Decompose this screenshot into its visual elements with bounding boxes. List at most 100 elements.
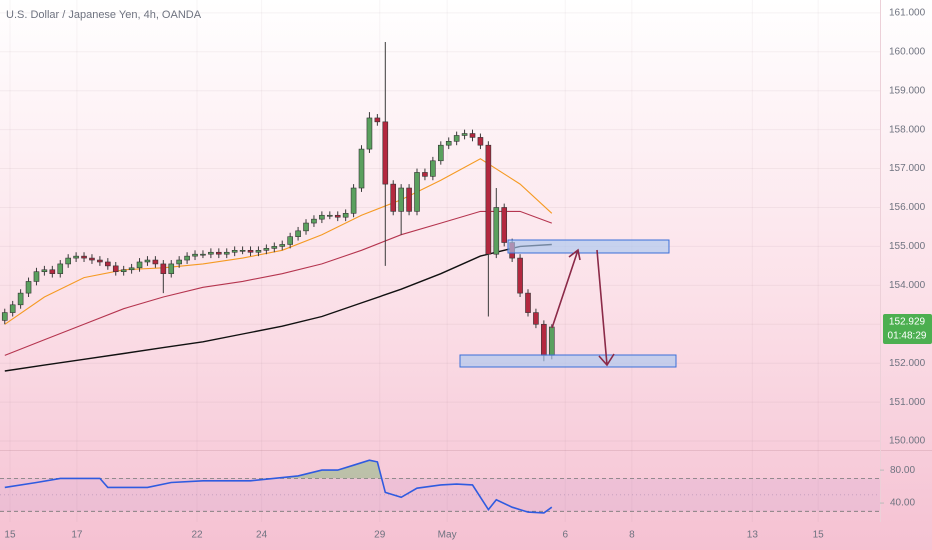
y-tick-label: 40.00: [890, 498, 915, 509]
candle-body: [200, 253, 206, 256]
candle-body: [136, 261, 143, 269]
candle-body: [493, 207, 500, 255]
candle-body: [57, 263, 64, 274]
candle-body: [390, 183, 397, 212]
candle-body: [184, 255, 190, 261]
y-tick-label: 161.000: [889, 7, 926, 18]
y-tick-label: 150.000: [889, 436, 926, 447]
candle-body: [350, 187, 357, 214]
candle-body: [49, 269, 56, 274]
candle-body: [112, 265, 119, 273]
candle-body: [152, 259, 159, 265]
candle-body: [382, 121, 389, 185]
x-tick-label: 22: [191, 530, 203, 541]
candle-body: [263, 248, 270, 251]
candle-body: [9, 304, 16, 313]
candle-body: [461, 133, 468, 136]
x-tick-label: 29: [374, 530, 386, 541]
candle-body: [501, 207, 508, 243]
candle-body: [517, 257, 523, 294]
candle-body: [73, 255, 79, 259]
candle-body: [453, 135, 460, 142]
candle-body: [342, 213, 349, 218]
candle-body: [319, 214, 325, 220]
x-tick-label: May: [438, 530, 457, 541]
x-tick-label: 8: [629, 530, 635, 541]
chart-title: U.S. Dollar / Japanese Yen, 4h, OANDA: [6, 9, 202, 21]
candle-body: [271, 246, 278, 249]
candle-body: [208, 251, 214, 255]
candle-body: [128, 267, 135, 271]
candle-body: [105, 261, 111, 267]
arrow-down: [596, 249, 615, 367]
y-tick-label: 160.000: [889, 46, 926, 57]
y-tick-label: 80.00: [890, 465, 915, 476]
resistance-zone: [507, 239, 670, 254]
candle-body: [303, 222, 309, 232]
last-price-label: 152.929: [889, 317, 926, 328]
x-tick-label: 13: [747, 530, 759, 541]
candle-body: [223, 251, 230, 255]
plot: 150.000151.000152.000153.000154.000155.0…: [0, 0, 926, 541]
candle-body: [414, 172, 420, 212]
support-zone: [459, 354, 677, 368]
candle-body: [65, 257, 71, 265]
x-tick-label: 6: [562, 530, 568, 541]
candle-body: [25, 281, 32, 294]
candle-body: [311, 218, 317, 224]
candle-body: [525, 292, 531, 313]
candle-body: [97, 259, 103, 263]
rsi-line: [4, 459, 553, 514]
candle-body: [239, 250, 246, 252]
x-tick-label: 15: [813, 530, 825, 541]
y-tick-label: 157.000: [889, 163, 926, 174]
x-tick-label: 15: [4, 530, 16, 541]
y-tick-label: 152.000: [889, 358, 926, 369]
candle-body: [295, 230, 301, 237]
rsi-band: [0, 478, 880, 512]
arrow-up: [551, 248, 581, 329]
y-tick-label: 159.000: [889, 85, 926, 96]
candle-body: [255, 250, 262, 253]
x-tick-label: 17: [71, 530, 83, 541]
candle-body: [81, 255, 87, 259]
candle-body: [176, 259, 182, 265]
candle-body: [422, 172, 428, 177]
candle-body: [445, 141, 452, 146]
y-tick-label: 154.000: [889, 280, 926, 291]
candle-body: [120, 269, 127, 273]
candle-body: [430, 160, 436, 177]
candle-body: [477, 137, 484, 146]
last-price-tag: [883, 314, 932, 345]
y-tick-label: 155.000: [889, 241, 926, 252]
candle-body: [437, 144, 444, 162]
candle-body: [334, 214, 341, 218]
candle-body: [533, 312, 539, 325]
candle-body: [287, 236, 293, 245]
candle-body: [469, 133, 476, 138]
candle-body: [89, 257, 95, 261]
x-tick-label: 24: [256, 530, 268, 541]
candle-body: [41, 269, 48, 273]
candle-body: [247, 250, 254, 253]
candle-body: [160, 263, 167, 274]
moving-average: [4, 210, 552, 356]
moving-average: [4, 243, 552, 372]
candle-body: [17, 292, 24, 306]
candle-body: [33, 271, 40, 282]
candle-body: [327, 214, 333, 217]
candle-body: [366, 117, 373, 150]
candle-body: [216, 251, 222, 255]
y-tick-label: 151.000: [889, 397, 926, 408]
candle-body: [358, 148, 365, 189]
y-tick-label: 156.000: [889, 202, 926, 213]
countdown-label: 01:48:29: [888, 331, 927, 342]
annotations: [459, 239, 677, 368]
candle-body: [406, 187, 412, 212]
y-tick-label: 158.000: [889, 124, 926, 135]
candle-body: [231, 250, 238, 253]
candle-body: [144, 259, 151, 263]
candle-body: [168, 263, 175, 274]
